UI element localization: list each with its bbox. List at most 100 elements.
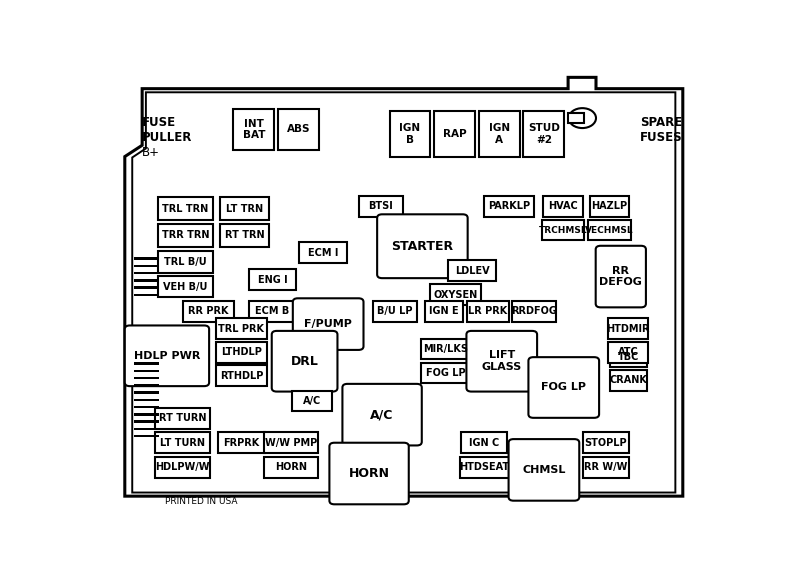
Text: FOG LP: FOG LP [426,368,466,378]
Text: RTHDLP: RTHDLP [220,370,263,380]
Text: IGN E: IGN E [430,306,459,316]
Text: STARTER: STARTER [391,240,454,253]
Text: IGN C: IGN C [470,437,499,447]
Text: IGN
A: IGN A [489,123,510,145]
Text: HORN: HORN [349,467,390,480]
Text: HTDSEAT: HTDSEAT [459,462,510,472]
Text: STUD
#2: STUD #2 [528,123,560,145]
FancyBboxPatch shape [543,196,583,217]
FancyBboxPatch shape [299,242,347,263]
FancyBboxPatch shape [467,301,509,322]
FancyBboxPatch shape [466,331,537,392]
Text: ECM I: ECM I [308,248,338,258]
FancyBboxPatch shape [125,326,209,386]
FancyBboxPatch shape [158,276,213,298]
Text: HDLP PWR: HDLP PWR [134,351,200,361]
Text: INT
BAT: INT BAT [242,119,265,140]
Text: LT TURN: LT TURN [160,437,205,447]
FancyBboxPatch shape [610,346,647,367]
Text: STOPLP: STOPLP [585,437,627,447]
Text: RT TRN: RT TRN [225,230,264,240]
Text: VEH B/U: VEH B/U [163,282,208,292]
Text: BTSI: BTSI [369,201,394,212]
Text: RR
DEFOG: RR DEFOG [599,266,642,288]
Bar [134,265,159,267]
FancyBboxPatch shape [264,457,318,477]
Text: RAP: RAP [443,129,466,139]
FancyBboxPatch shape [479,111,520,157]
FancyBboxPatch shape [216,365,266,386]
FancyBboxPatch shape [390,111,430,157]
FancyBboxPatch shape [272,331,338,392]
Text: PRINTED IN USA: PRINTED IN USA [165,497,238,506]
FancyBboxPatch shape [596,246,646,308]
Text: A/C: A/C [370,408,394,421]
Text: ABS: ABS [286,125,310,135]
FancyBboxPatch shape [154,432,210,453]
FancyBboxPatch shape [249,269,296,290]
Bar [134,370,159,372]
Text: W/W PMP: W/W PMP [265,437,317,447]
Bar [134,286,159,289]
FancyBboxPatch shape [220,223,269,247]
Text: TRL B/U: TRL B/U [164,257,207,267]
FancyBboxPatch shape [583,457,629,477]
FancyBboxPatch shape [588,220,631,240]
FancyBboxPatch shape [292,390,332,412]
FancyBboxPatch shape [608,342,648,363]
Text: TRR TRN: TRR TRN [162,230,210,240]
FancyBboxPatch shape [358,196,403,217]
Text: RT TURN: RT TURN [158,413,206,423]
Bar [134,413,159,416]
FancyBboxPatch shape [529,357,599,418]
Text: LTHDLP: LTHDLP [221,347,262,357]
Bar [134,420,159,423]
Text: CHMSL: CHMSL [522,465,566,475]
Bar [134,384,159,386]
Text: ATC: ATC [618,347,638,357]
Text: LT TRN: LT TRN [226,203,263,213]
FancyBboxPatch shape [278,109,319,150]
Text: HDLPW/W: HDLPW/W [155,462,210,472]
Text: IGN
B: IGN B [399,123,421,145]
Bar [568,113,584,123]
Text: HVAC: HVAC [548,201,578,212]
Bar [134,272,159,274]
FancyBboxPatch shape [512,301,556,322]
FancyBboxPatch shape [509,439,579,501]
Text: TRL TRN: TRL TRN [162,203,209,213]
Text: B+: B+ [142,146,160,159]
Text: B/U LP: B/U LP [378,306,413,316]
Text: RR PRK: RR PRK [188,306,229,316]
Text: DRL: DRL [290,355,318,368]
FancyBboxPatch shape [249,301,296,322]
FancyBboxPatch shape [234,109,274,150]
FancyBboxPatch shape [158,251,213,273]
FancyBboxPatch shape [293,298,363,350]
Bar [134,427,159,430]
FancyBboxPatch shape [485,196,534,217]
Text: FRPRK: FRPRK [223,437,259,447]
FancyBboxPatch shape [220,197,269,220]
FancyBboxPatch shape [430,284,482,305]
Text: HAZLP: HAZLP [591,201,628,212]
FancyBboxPatch shape [421,363,471,383]
FancyBboxPatch shape [264,432,318,453]
Text: RR W/W: RR W/W [584,462,628,472]
Text: PARKLP: PARKLP [488,201,530,212]
FancyBboxPatch shape [462,432,507,453]
Text: TBC: TBC [618,352,639,362]
FancyBboxPatch shape [459,457,509,477]
FancyBboxPatch shape [542,220,584,240]
FancyBboxPatch shape [218,432,265,453]
Bar [134,399,159,401]
FancyBboxPatch shape [216,342,266,363]
Bar [134,392,159,394]
Text: F/PUMP: F/PUMP [304,319,352,329]
Text: ECM B: ECM B [255,306,290,316]
Text: OXYSEN: OXYSEN [434,290,478,300]
Text: TRCHMSL: TRCHMSL [539,226,587,235]
Text: LIFT
GLASS: LIFT GLASS [482,350,522,372]
Text: CRANK: CRANK [610,375,647,385]
FancyBboxPatch shape [330,443,409,505]
